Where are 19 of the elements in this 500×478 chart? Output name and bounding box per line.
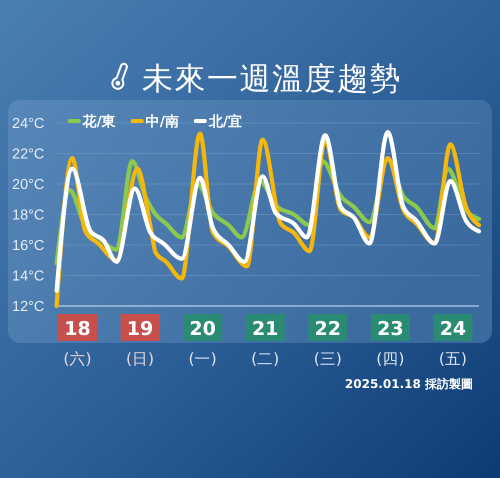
text: 2025.01.18 採訪製圖: [344, 377, 473, 391]
legend-label: 北/宜: [208, 113, 242, 130]
y-tick-label: 20°C: [12, 177, 44, 193]
y-tick-label: 16°C: [12, 238, 44, 254]
y-tick-label: 18°C: [12, 208, 44, 224]
chart-title: 未來一週溫度趨勢: [142, 61, 402, 97]
y-tick-label: 12°C: [12, 299, 44, 315]
x-tick-label: 18 (六): [63, 318, 92, 368]
y-tick-label: 24°C: [12, 116, 44, 132]
x-tick-label: 22 (三): [314, 318, 342, 368]
y-tick-label: 22°C: [12, 146, 44, 162]
x-tick-label: 21 (二): [251, 318, 280, 368]
legend-label: 花/東: [82, 114, 117, 130]
x-tick-label: 19 (日): [126, 318, 154, 368]
x-tick-label: 20 (一): [188, 318, 217, 368]
y-tick-label: 14°C: [12, 268, 44, 284]
x-tick-label: 24 (五): [438, 318, 467, 368]
legend-label: 中/南: [146, 114, 179, 130]
x-tick-label: 23 (四): [376, 318, 404, 368]
